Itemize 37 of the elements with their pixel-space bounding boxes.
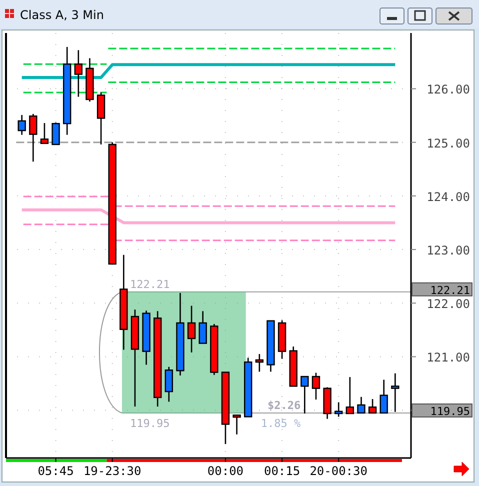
candlestick <box>232 414 241 436</box>
y-tick-label: 126.00 <box>426 82 470 97</box>
candlestick <box>334 402 343 418</box>
annotation: 122.21 <box>130 278 170 291</box>
x-tick-label: 00:00 <box>207 464 244 478</box>
candlestick <box>40 122 49 144</box>
annotation: 119.95 <box>130 416 170 430</box>
candlestick <box>391 372 400 413</box>
candlestick <box>164 366 174 402</box>
x-tick-label: 00:15 <box>264 464 300 478</box>
candlestick <box>198 310 207 344</box>
y-tick-label: 121.00 <box>426 350 470 365</box>
annotation: 1.85 % <box>260 416 302 430</box>
candlestick <box>368 398 377 414</box>
candlestick <box>312 372 320 400</box>
candlestick <box>29 113 38 162</box>
y-tick-label: 123.00 <box>426 244 470 258</box>
candlestick <box>300 376 309 414</box>
annotation: $2.26 <box>268 398 302 412</box>
chart-title: Class A, 3 Min <box>20 8 104 22</box>
candlestick <box>18 114 26 136</box>
candlestick <box>255 353 264 372</box>
candlestick <box>96 92 106 146</box>
ref-line-label: 119.95 <box>430 404 470 418</box>
ref-line-label: 122.21 <box>430 284 470 297</box>
candlestick <box>380 379 388 414</box>
y-tick-label: 124.00 <box>426 190 470 204</box>
y-tick-label: 122.00 <box>426 297 470 312</box>
x-tick-label: 19-23:30 <box>83 464 142 478</box>
candlestick <box>187 305 196 354</box>
candlestick <box>74 50 82 98</box>
x-tick-label: 20-00:30 <box>310 464 368 478</box>
candlestick <box>357 396 366 414</box>
candlestick <box>346 376 354 414</box>
candlestick <box>52 122 60 146</box>
x-tick-label: 05:45 <box>38 464 74 478</box>
y-tick-label: 125.00 <box>426 136 470 150</box>
